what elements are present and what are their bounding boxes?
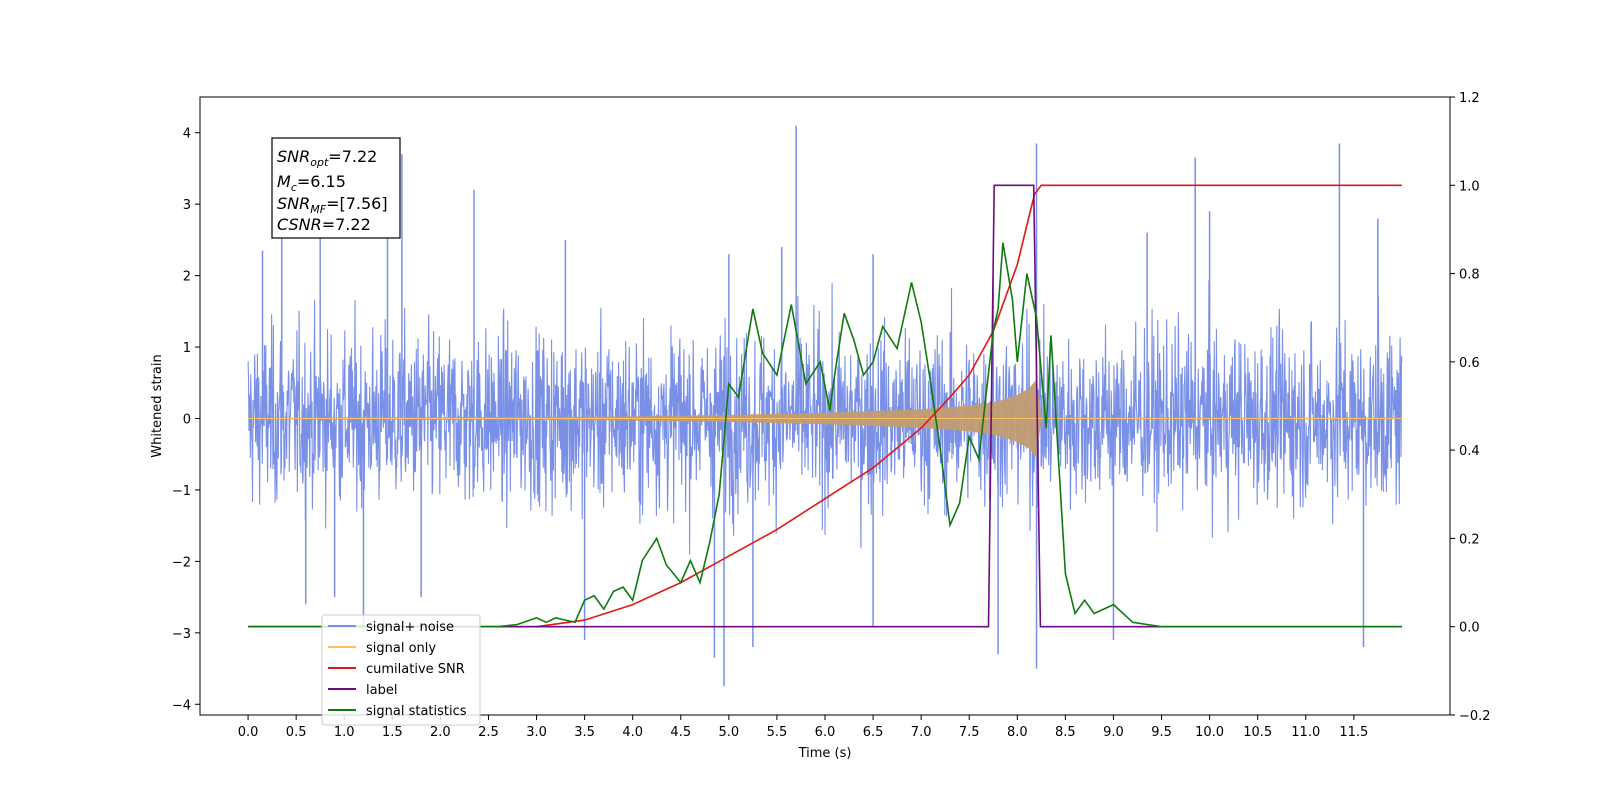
x-tick-label: 2.5 [478, 725, 499, 740]
legend-label-cumulative-snr: cumilative SNR [366, 662, 465, 677]
y-right-tick-label: 0.2 [1459, 532, 1480, 547]
series-cumulative-snr-line [248, 184, 1402, 628]
legend: signal+ noise signal only cumilative SNR… [321, 614, 481, 726]
y-right-tick-label: −0.2 [1459, 709, 1491, 724]
axes: 0.0 0.5 1.0 1.5 2.0 2.5 3.0 3.5 4.0 4.5 5.0 5.5 6.0 6… [172, 91, 1491, 740]
x-tick-label: 3.5 [574, 725, 595, 740]
info-mc: Mc=6.15 [277, 172, 346, 194]
x-tick-label: 3.0 [526, 725, 547, 740]
x-tick-label: 11.5 [1339, 725, 1368, 740]
x-tick-label: 11.0 [1291, 725, 1320, 740]
y-right-tick-label: 0.6 [1459, 356, 1480, 371]
plot-area [247, 125, 1403, 687]
x-tick-label: 0.5 [286, 725, 307, 740]
y-left-tick-label: −4 [172, 698, 191, 713]
x-tick-label: 5.5 [767, 725, 788, 740]
info-box-frame [271, 137, 401, 239]
info-snr-mf-value: [7.56] [339, 194, 387, 213]
x-tick-label: 0.0 [238, 725, 259, 740]
y-left-tick-label: −2 [172, 555, 191, 570]
series-signal-statistics-line [248, 242, 1402, 628]
x-tick-label: 2.0 [430, 725, 451, 740]
y-left-tick-label: 1 [183, 341, 191, 356]
y-right-tick-label: 1.2 [1459, 91, 1480, 106]
x-axis-label: Time (s) [798, 746, 852, 761]
legend-label-signal-noise: signal+ noise [366, 620, 454, 635]
x-tick-label: 9.0 [1103, 725, 1124, 740]
y-left-tick-label: −1 [172, 484, 191, 499]
x-tick-label: 5.0 [719, 725, 740, 740]
y-right-tick-label: 0.8 [1459, 268, 1480, 283]
y-left-tick-label: 2 [183, 270, 191, 285]
legend-label-signal-statistics: signal statistics [366, 704, 467, 719]
x-tick-label: 4.0 [622, 725, 643, 740]
x-tick-label: 8.0 [1007, 725, 1028, 740]
legend-label-label: label [366, 683, 397, 698]
x-tick-label: 10.0 [1195, 725, 1224, 740]
info-csnr: CSNR=7.22 [277, 215, 371, 234]
x-tick-label: 10.5 [1243, 725, 1272, 740]
x-tick-label: 8.5 [1055, 725, 1076, 740]
info-snr-opt-value: 7.22 [342, 147, 378, 166]
y-axis-label: Whitened strain [150, 354, 165, 457]
y-right-tick-label: 0.0 [1459, 621, 1480, 636]
x-tick-label: 7.5 [959, 725, 980, 740]
info-snr-opt: SNRopt=7.22 [277, 147, 377, 169]
series-label-line [248, 184, 1402, 628]
info-box: SNRopt=7.22 Mc=6.15 SNRMF=[7.56] CSNR=7.… [271, 137, 401, 239]
info-snr-mf: SNRMF=[7.56] [277, 194, 388, 216]
x-tick-label: 4.5 [670, 725, 691, 740]
info-mc-value: 6.15 [310, 172, 346, 191]
x-tick-label: 1.0 [334, 725, 355, 740]
y-left-tick-label: 4 [183, 127, 191, 142]
y-right-tick-label: 0.4 [1459, 444, 1480, 459]
legend-frame [321, 614, 481, 726]
x-tick-label: 7.0 [911, 725, 932, 740]
y-left-tick-label: 0 [183, 413, 191, 428]
x-tick-label: 1.5 [382, 725, 403, 740]
y-left-tick-label: −3 [172, 627, 191, 642]
x-tick-label: 9.5 [1151, 725, 1172, 740]
y-left-tick-label: 3 [183, 198, 191, 213]
x-tick-label: 6.5 [863, 725, 884, 740]
x-tick-label: 6.0 [815, 725, 836, 740]
y-right-tick-label: 1.0 [1459, 179, 1480, 194]
info-csnr-value: 7.22 [335, 215, 371, 234]
legend-label-signal-only: signal only [366, 641, 436, 656]
